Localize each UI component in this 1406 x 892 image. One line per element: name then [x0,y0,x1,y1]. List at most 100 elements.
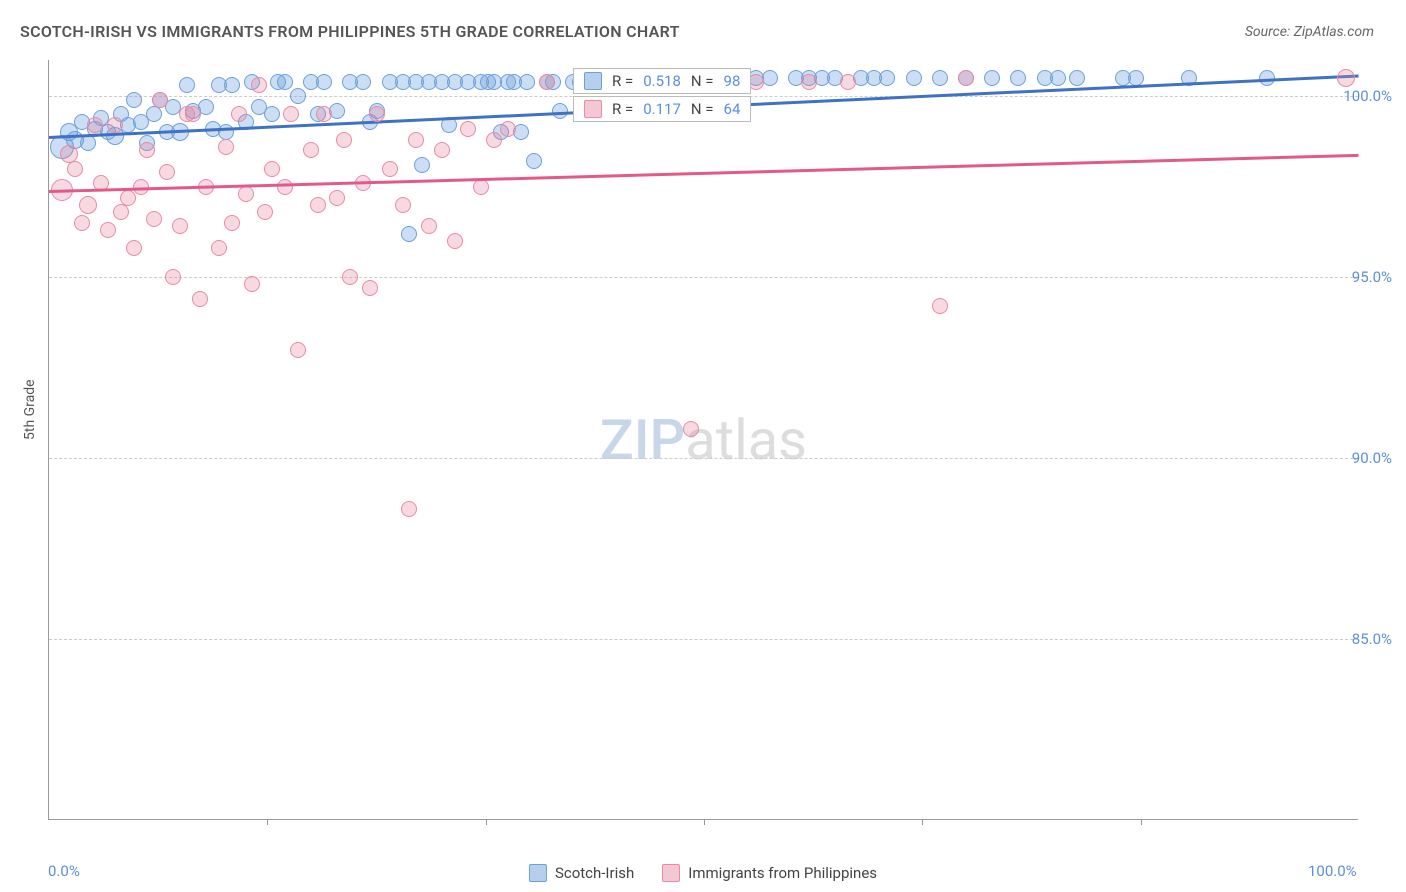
scatter-point [486,132,502,148]
scatter-point [460,121,476,137]
r-value: 0.518 [643,72,681,90]
swatch-icon [529,864,547,882]
stats-row-2: R = 0.117 N = 64 [573,96,751,122]
scatter-point [185,106,201,122]
y-tick-label: 85.0% [1352,630,1392,648]
scatter-point [329,190,345,206]
scatter-point [218,139,234,155]
scatter-point [231,106,247,122]
scatter-point [369,106,385,122]
scatter-point [473,179,489,195]
scatter-point [67,161,83,177]
scatter-point [447,233,463,249]
scatter-point [840,74,856,90]
scatter-point [251,77,267,93]
scatter-point [984,70,1000,86]
scatter-point [342,269,358,285]
swatch-icon [584,100,602,118]
scatter-point [126,92,142,108]
scatter-point [224,77,240,93]
scatter-point [1337,69,1355,87]
plot-area: ZIPatlas R = 0.518 N = 98 R = 0.117 N = … [48,60,1358,820]
scatter-point [290,342,306,358]
scatter-point [382,161,398,177]
scatter-point [244,276,260,292]
scatter-point [146,211,162,227]
watermark-right: atlas [685,407,807,473]
scatter-point [519,74,535,90]
scatter-point [362,280,378,296]
scatter-point [257,204,273,220]
scatter-point [277,179,293,195]
swatch-icon [584,72,602,90]
scatter-point [159,164,175,180]
scatter-point [172,218,188,234]
scatter-point [310,197,326,213]
scatter-point [932,70,948,86]
scatter-point [290,88,306,104]
x-minor-tick [704,819,705,825]
scatter-point [552,103,568,119]
scatter-point [801,74,817,90]
gridline-h [49,639,1358,640]
r-value: 0.117 [643,100,681,118]
x-tick-label: 100.0% [1308,862,1357,880]
scatter-point [238,186,254,202]
scatter-point [303,142,319,158]
scatter-point [336,132,352,148]
y-tick-label: 95.0% [1352,268,1392,286]
scatter-point [79,196,97,214]
legend-label: Immigrants from Philippines [688,864,877,882]
scatter-point [958,70,974,86]
stats-row-1: R = 0.518 N = 98 [573,68,751,94]
scatter-point [395,197,411,213]
scatter-point [316,106,332,122]
swatch-icon [662,864,680,882]
x-minor-tick [486,819,487,825]
n-label: N = [691,72,714,90]
scatter-point [264,106,280,122]
n-label: N = [691,100,714,118]
n-value: 98 [724,72,741,90]
scatter-point [1069,70,1085,86]
scatter-point [107,117,123,133]
n-value: 64 [724,100,741,118]
scatter-point [932,298,948,314]
scatter-point [401,501,417,517]
watermark-left: ZIP [600,407,685,473]
scatter-point [1050,70,1066,86]
scatter-point [126,240,142,256]
scatter-point [264,161,280,177]
scatter-point [316,74,332,90]
scatter-point [500,121,516,137]
x-tick-label: 0.0% [48,862,80,880]
y-tick-label: 100.0% [1343,87,1392,105]
watermark: ZIPatlas [600,407,807,473]
x-minor-tick [922,819,923,825]
scatter-point [401,226,417,242]
scatter-point [165,269,181,285]
scatter-point [283,106,299,122]
scatter-point [906,70,922,86]
r-label: R = [612,72,633,90]
scatter-point [211,240,227,256]
x-minor-tick [1141,819,1142,825]
scatter-point [120,190,136,206]
scatter-point [80,135,96,151]
source-label: Source: ZipAtlas.com [1245,24,1374,40]
scatter-point [139,142,155,158]
scatter-point [179,77,195,93]
scatter-point [526,153,542,169]
scatter-point [87,117,103,133]
legend: Scotch-Irish Immigrants from Philippines [529,864,877,882]
scatter-point [539,74,555,90]
legend-label: Scotch-Irish [555,864,634,882]
scatter-point [100,222,116,238]
scatter-point [74,215,90,231]
legend-item: Immigrants from Philippines [662,864,877,882]
scatter-point [1010,70,1026,86]
trend-line [49,154,1359,193]
scatter-point [355,74,371,90]
legend-item: Scotch-Irish [529,864,634,882]
chart-title: SCOTCH-IRISH VS IMMIGRANTS FROM PHILIPPI… [20,22,680,41]
